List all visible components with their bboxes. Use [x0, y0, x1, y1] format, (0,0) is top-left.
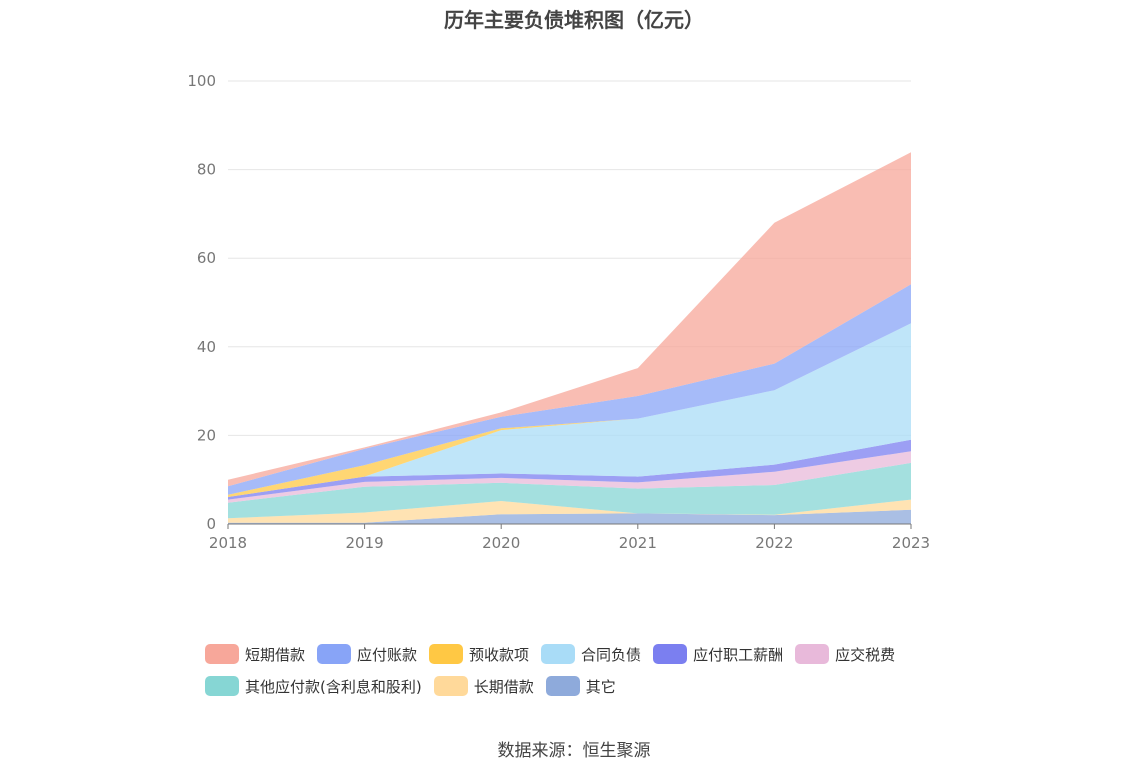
legend-label: 合同负债 [581, 645, 642, 664]
legend-label: 其他应付款(含利息和股利) [245, 677, 422, 696]
area-series-4 [228, 439, 911, 500]
chart-title: 历年主要负债堆积图（亿元） [444, 8, 704, 32]
legend: 短期借款 应付账款 预收款项 合同负债 应付职工薪酬 应交税费 其他应付款(含利息和股利)… [205, 638, 965, 702]
legend-row: 短期借款 应付账款 预收款项 合同负债 应付职工薪酬 应交税费 [205, 638, 965, 670]
legend-swatch [795, 644, 830, 664]
chart-plot: 0 20 40 60 80 100 2018 2019 2020 2021 2022 2023 [187, 72, 930, 552]
area-series-0 [228, 509, 911, 524]
legend-item[interactable]: 应交税费 [795, 644, 895, 665]
legend-item[interactable]: 短期借款 [205, 644, 305, 665]
area-series-7 [228, 284, 911, 495]
area-series-3 [228, 451, 911, 503]
x-tick-label: 2023 [892, 534, 930, 552]
source-note: 数据来源：恒生聚源 [497, 741, 651, 761]
y-tick-label: 20 [197, 426, 216, 444]
legend-item[interactable]: 其它 [545, 676, 616, 697]
y-tick-label: 80 [197, 161, 216, 179]
legend-label: 应付账款 [357, 645, 418, 664]
legend-item[interactable]: 预收款项 [429, 644, 529, 665]
legend-swatch [429, 644, 464, 664]
x-tick-label: 2020 [482, 534, 520, 552]
x-tick-label: 2018 [209, 534, 247, 552]
legend-row: 其他应付款(含利息和股利) 长期借款 其它 [205, 670, 965, 702]
y-tick-label: 60 [197, 249, 216, 267]
legend-label: 预收款项 [469, 645, 530, 664]
y-tick-label: 0 [206, 515, 216, 533]
x-tick-label: 2022 [755, 534, 793, 552]
legend-item[interactable]: 合同负债 [541, 644, 641, 665]
area-series-1 [228, 499, 911, 523]
x-tick-label: 2019 [346, 534, 384, 552]
legend-swatch [433, 676, 468, 696]
y-tick-label: 40 [197, 338, 216, 356]
legend-item[interactable]: 长期借款 [433, 676, 534, 697]
area-series-5 [228, 323, 911, 497]
x-tick-label: 2021 [619, 534, 657, 552]
legend-swatch [317, 644, 352, 664]
legend-swatch [653, 644, 688, 664]
legend-swatch [541, 644, 576, 664]
y-tick-label: 100 [187, 72, 216, 90]
area-series-8 [228, 152, 911, 487]
legend-label: 其它 [585, 677, 616, 696]
legend-item[interactable]: 应付账款 [317, 644, 417, 665]
legend-item[interactable]: 应付职工薪酬 [653, 644, 783, 665]
legend-label: 短期借款 [245, 645, 306, 664]
legend-swatch [205, 644, 239, 664]
legend-item[interactable]: 其他应付款(含利息和股利) [205, 676, 422, 697]
legend-label: 应交税费 [835, 645, 896, 664]
legend-label: 应付职工薪酬 [693, 645, 784, 664]
area-series-2 [228, 462, 911, 519]
legend-label: 长期借款 [473, 677, 534, 696]
legend-swatch [205, 676, 239, 696]
legend-swatch [545, 676, 580, 696]
